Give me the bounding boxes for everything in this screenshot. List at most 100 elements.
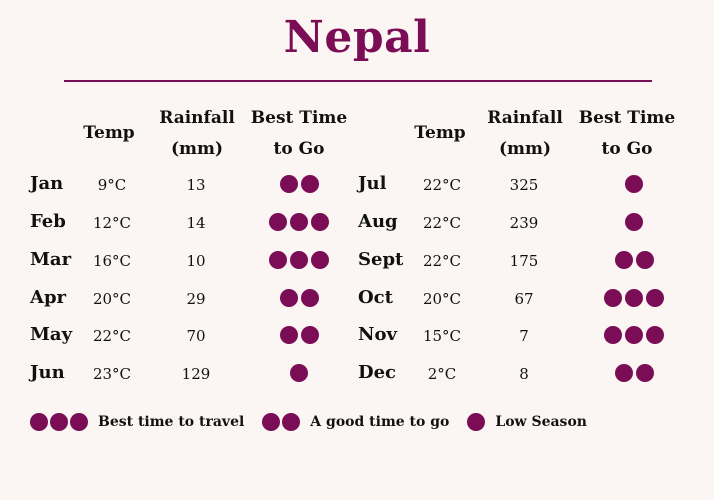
dot-icon	[262, 413, 281, 431]
legend: Best time to travel A good time to go Lo…	[30, 413, 605, 431]
dot-icon	[300, 289, 319, 307]
header-temp-right: Temp	[414, 123, 466, 143]
dot-icon	[269, 213, 287, 231]
best-time-rating	[254, 251, 344, 269]
header-rainfall-left-line1: Rainfall	[159, 108, 235, 128]
header-rainfall-right-line2: (mm)	[498, 139, 552, 159]
dot-icon	[30, 413, 48, 431]
rainfall-value: 7	[519, 327, 529, 345]
dot-icon	[50, 413, 68, 431]
header-rainfall-left-line2: (mm)	[170, 139, 224, 159]
dot-icon	[269, 251, 287, 269]
header-rainfall-left: Rainfall (mm)	[152, 103, 242, 165]
temperature-value: 22°C	[422, 252, 462, 270]
legend-three-dots	[30, 413, 88, 431]
month-label: May	[30, 324, 73, 345]
header-best-left-line2: to Go	[273, 139, 325, 159]
dot-icon	[290, 364, 308, 382]
month-label: Mar	[30, 249, 72, 270]
temperature-value: 22°C	[92, 327, 132, 345]
dot-icon	[635, 251, 654, 269]
legend-good-label: A good time to go	[310, 414, 450, 430]
dot-icon	[625, 326, 643, 344]
best-time-rating	[254, 175, 344, 193]
best-time-rating	[589, 251, 679, 269]
best-time-rating	[589, 326, 679, 344]
dot-icon	[290, 213, 308, 231]
month-label: Jun	[30, 362, 65, 383]
rainfall-value: 175	[509, 252, 539, 270]
header-best-right-line2: to Go	[601, 139, 653, 159]
dot-icon	[614, 251, 633, 269]
rainfall-value: 8	[519, 365, 529, 383]
month-label: Jan	[30, 173, 64, 194]
legend-two-dots	[262, 413, 301, 431]
title-divider	[64, 80, 652, 82]
temperature-value: 22°C	[422, 214, 462, 232]
temperature-value: 23°C	[92, 365, 132, 383]
dot-icon	[604, 289, 622, 307]
temperature-value: 22°C	[422, 176, 462, 194]
rainfall-value: 67	[514, 290, 534, 308]
dot-icon	[279, 175, 298, 193]
header-rainfall-right: Rainfall (mm)	[480, 103, 570, 165]
best-time-rating	[589, 364, 679, 382]
temperature-value: 15°C	[422, 327, 462, 345]
temperature-value: 16°C	[92, 252, 132, 270]
dot-icon	[625, 289, 643, 307]
header-best-left: Best Time to Go	[248, 103, 350, 165]
best-time-rating	[254, 364, 344, 382]
rainfall-value: 239	[509, 214, 539, 232]
best-time-rating	[254, 289, 344, 307]
temperature-value: 2°C	[427, 365, 457, 383]
header-best-right-line1: Best Time	[578, 108, 676, 128]
dot-icon	[625, 175, 643, 193]
page-title: Nepal	[283, 12, 431, 63]
rainfall-value: 10	[186, 252, 206, 270]
temperature-value: 9°C	[97, 176, 127, 194]
dot-icon	[279, 326, 298, 344]
dot-icon	[646, 289, 664, 307]
temperature-value: 12°C	[92, 214, 132, 232]
rainfall-value: 129	[181, 365, 211, 383]
best-time-rating	[254, 326, 344, 344]
temperature-value: 20°C	[92, 290, 132, 308]
dot-icon	[467, 413, 486, 431]
dot-icon	[279, 289, 298, 307]
dot-icon	[635, 364, 654, 382]
legend-best-label: Best time to travel	[98, 414, 245, 430]
rainfall-value: 29	[186, 290, 206, 308]
rainfall-value: 14	[186, 214, 206, 232]
month-label: Oct	[358, 287, 393, 308]
legend-low-label: Low Season	[495, 414, 587, 430]
legend-one-dot	[467, 413, 486, 431]
header-rainfall-right-line1: Rainfall	[487, 108, 563, 128]
dot-icon	[646, 326, 664, 344]
rainfall-value: 325	[509, 176, 539, 194]
rainfall-value: 13	[186, 176, 206, 194]
best-time-rating	[589, 213, 679, 231]
temperature-value: 20°C	[422, 290, 462, 308]
dot-icon	[70, 413, 88, 431]
best-time-rating	[254, 213, 344, 231]
month-label: Feb	[30, 211, 66, 232]
rainfall-value: 70	[186, 327, 206, 345]
dot-icon	[604, 326, 622, 344]
dot-icon	[290, 251, 308, 269]
month-label: Aug	[358, 211, 398, 232]
month-label: Apr	[30, 287, 67, 308]
best-time-rating	[589, 289, 679, 307]
month-label: Jul	[358, 173, 387, 194]
best-time-rating	[589, 175, 679, 193]
dot-icon	[625, 213, 643, 231]
month-label: Dec	[358, 362, 397, 383]
header-best-right: Best Time to Go	[576, 103, 678, 165]
dot-icon	[311, 213, 329, 231]
dot-icon	[300, 326, 319, 344]
dot-icon	[282, 413, 301, 431]
dot-icon	[311, 251, 329, 269]
month-label: Sept	[358, 249, 404, 270]
header-best-left-line1: Best Time	[250, 108, 348, 128]
dot-icon	[300, 175, 319, 193]
dot-icon	[614, 364, 633, 382]
